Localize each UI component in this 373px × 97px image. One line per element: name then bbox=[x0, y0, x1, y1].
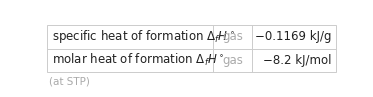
Text: specific heat of formation $\Delta_f H^\circ$: specific heat of formation $\Delta_f H^\… bbox=[52, 28, 235, 45]
Text: molar heat of formation $\Delta_f H^\circ$: molar heat of formation $\Delta_f H^\cir… bbox=[52, 52, 224, 68]
Text: gas: gas bbox=[222, 54, 243, 67]
Text: −0.1169 kJ/g: −0.1169 kJ/g bbox=[255, 30, 331, 43]
Text: (at STP): (at STP) bbox=[49, 76, 90, 86]
Text: −8.2 kJ/mol: −8.2 kJ/mol bbox=[263, 54, 331, 67]
Bar bbox=[47, 25, 336, 72]
Text: gas: gas bbox=[222, 30, 243, 43]
